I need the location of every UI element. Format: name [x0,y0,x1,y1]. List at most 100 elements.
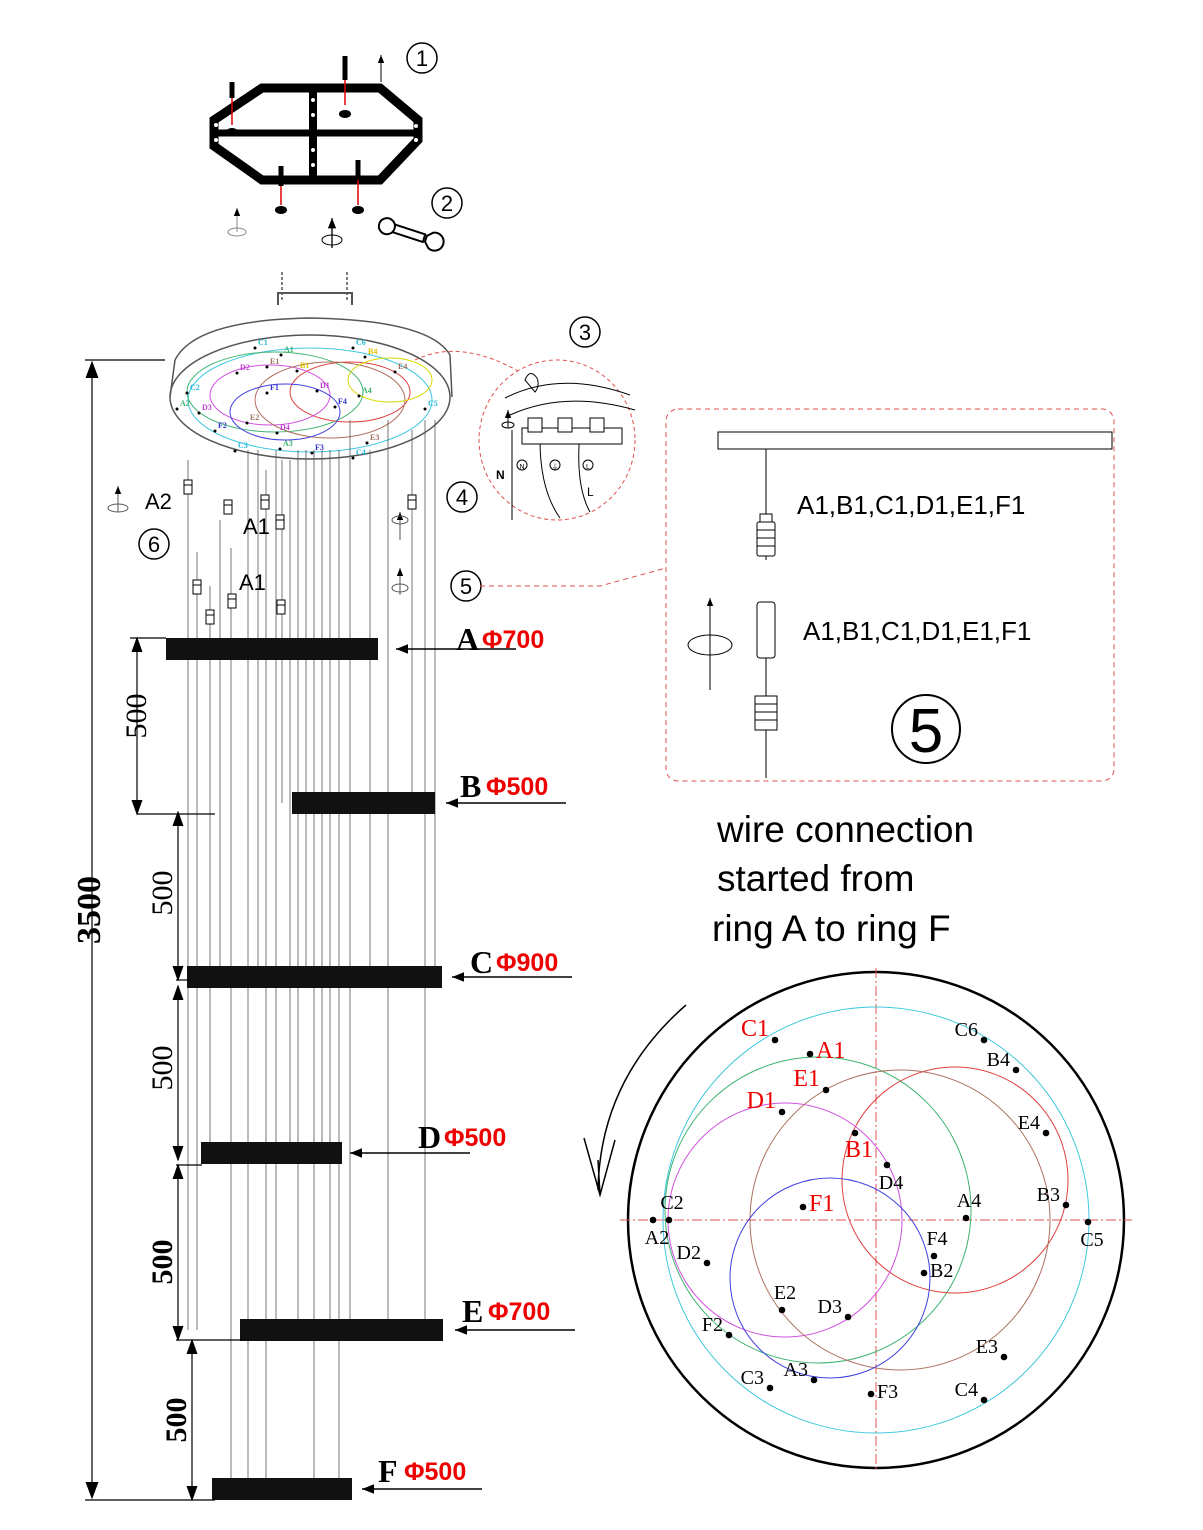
wiring-point [799,1203,807,1211]
wiring-point-label: E1 [793,1066,820,1092]
canopy-label: E1 [270,357,279,366]
gripper-icon [223,499,233,515]
wiring-point [980,1396,988,1404]
wiring-point-label: E3 [976,1336,998,1358]
wiring-point-label: A3 [784,1359,808,1381]
gripper-icon [276,599,286,615]
caption-line: wire connection [716,809,974,850]
ring-bar [201,1142,342,1164]
wiring-point [980,1036,988,1044]
gap-label: 500 [146,871,179,916]
canopy-label: D4 [280,423,290,432]
gripper-icon [407,494,417,510]
caption-line: started from [717,858,914,899]
gripper-icon [260,494,270,510]
wiring-point [1042,1129,1050,1137]
ceiling-plate [717,431,1113,450]
step-number: 4 [456,485,468,510]
canopy-hole [351,346,355,350]
wiring-point [766,1384,774,1392]
wiring-point-label: C5 [1080,1229,1103,1251]
wiring-point [1062,1201,1070,1209]
wiring-point-label: B1 [845,1137,873,1163]
rotate-icon [687,598,733,690]
ring-letter: D [418,1119,441,1155]
canopy-hole [253,346,257,350]
canopy-label: F3 [315,443,324,452]
wiring-point [665,1216,673,1224]
canopy [169,272,453,460]
wiring-point-label: A4 [957,1190,981,1212]
canopy-label: B4 [368,347,377,356]
gripper-icon [227,593,237,609]
ring-letter: F [378,1453,398,1489]
ring-letter: B [460,768,481,804]
canopy-label: A3 [283,439,293,448]
wiring-point-label: D1 [747,1088,776,1114]
wiring-point-label: C3 [741,1367,764,1389]
canopy-label: C1 [258,338,268,347]
gap-label: 500 [120,694,153,739]
gap-label: 500 [146,1046,179,1091]
ring-diameter: Φ500 [404,1458,466,1486]
gap-label: 500 [146,1240,179,1285]
wiring-point-label: A1 [816,1038,845,1064]
wiring-point [778,1108,786,1116]
step-number: 2 [441,191,453,216]
wiring-point [703,1259,711,1267]
canopy-label: C5 [428,399,438,408]
wiring-point [822,1086,830,1094]
wiring-point-label: B3 [1037,1184,1060,1206]
rotate-icon [321,218,343,248]
wiring-point [1000,1353,1008,1361]
gripper-icon [205,609,215,625]
wiring-point [771,1036,779,1044]
canopy-label: C4 [356,448,366,457]
ring-bar [166,638,378,660]
wiring-point [1012,1066,1020,1074]
step-number: 5 [909,697,943,766]
terminal-label: L [587,485,594,499]
dim-arrow [85,360,99,1500]
hanger-label: A1 [239,570,266,595]
wiring-point-label: F3 [877,1381,898,1403]
wiring-point [649,1216,657,1224]
step-number: 5 [460,574,472,599]
canopy-label: E3 [370,433,379,442]
ring-diameter: Φ500 [486,773,548,801]
terminal-symbol: L [586,464,590,471]
canopy-hole [185,391,189,395]
gripper-icon [275,514,285,530]
canopy-label: C3 [238,441,248,450]
canopy-hole [275,431,279,435]
canopy-label: B1 [300,361,309,370]
step-badge [431,187,463,219]
wiring-point-label: C6 [955,1019,978,1041]
step-badge [406,42,438,74]
wiring-point [920,1269,928,1277]
rotate-icon [107,486,409,595]
step-number: 6 [148,532,160,557]
ring-diameter: Φ500 [444,1124,506,1152]
canopy-label: A1 [284,345,294,354]
ring-letter: E [462,1293,483,1329]
canopy-label: F1 [270,383,279,392]
total-height-label: 3500 [71,876,108,944]
canopy-hole [310,451,314,455]
ring-bar [187,966,442,988]
wiring-point [725,1331,733,1339]
connector-detail-box [665,408,1115,782]
canopy-hole [213,429,217,433]
ring-diameter: Φ900 [496,949,558,977]
wiring-point [883,1161,891,1169]
canopy-hole [279,353,283,357]
wiring-point-label: D4 [879,1172,903,1194]
wiring-point-label: D2 [677,1242,701,1264]
canopy-hole [363,355,367,359]
wiring-point [844,1313,852,1321]
ring-bar [212,1478,352,1500]
canopy-hole [235,371,239,375]
